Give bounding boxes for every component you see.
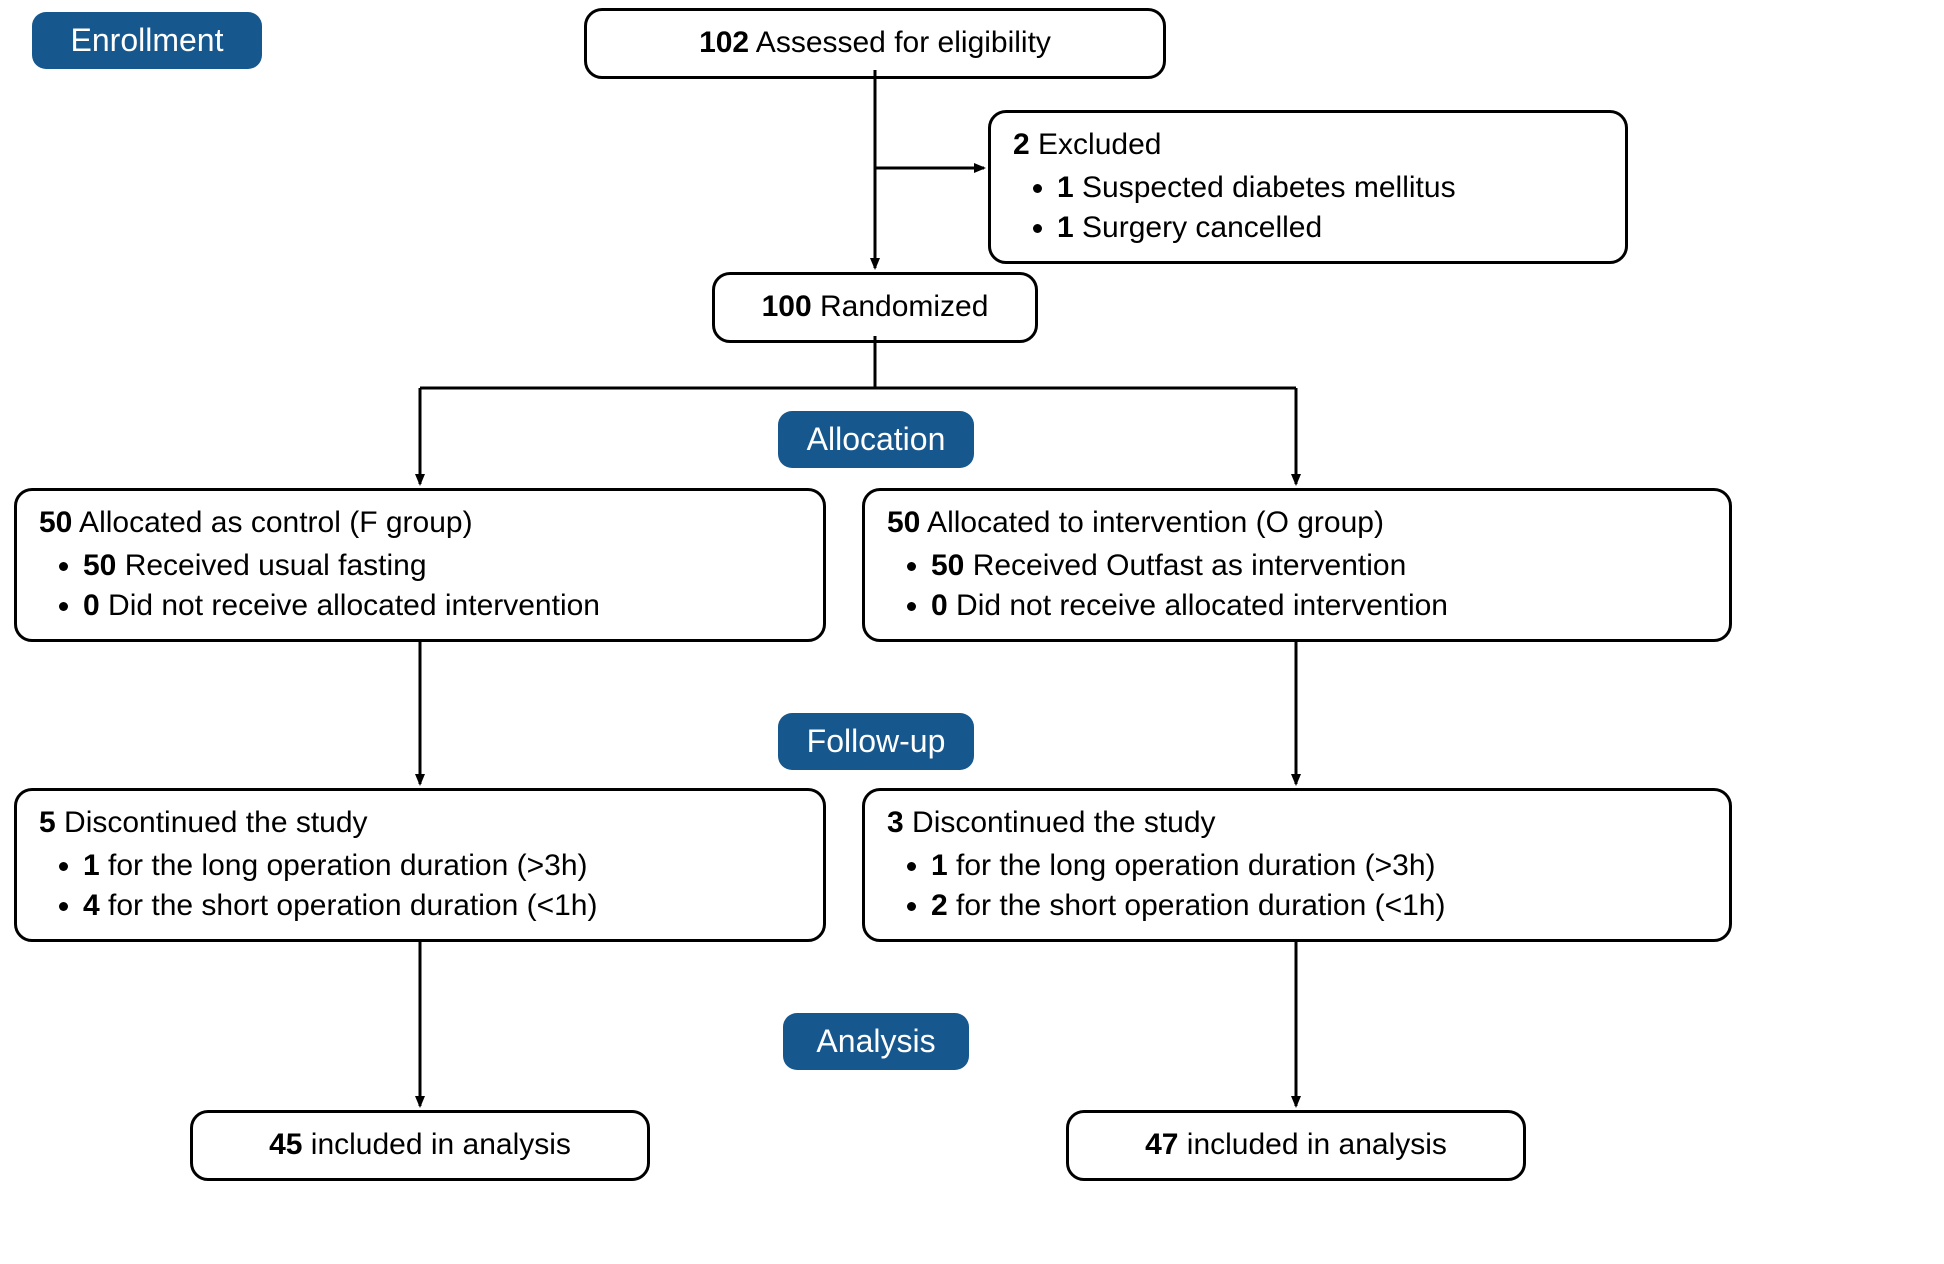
assessed-label: Assessed for eligibility	[749, 26, 1051, 59]
alloc-interv-n: 50	[887, 506, 920, 539]
box-analysis-control: 45 included in analysis	[190, 1110, 650, 1181]
alloc-control-label: Allocated as control (F group)	[72, 506, 472, 539]
assessed-n: 102	[699, 26, 749, 59]
box-alloc-interv: 50 Allocated to intervention (O group) 5…	[862, 488, 1732, 642]
box-excluded: 2 Excluded 1 Suspected diabetes mellitus…	[988, 110, 1628, 264]
box-disc-interv: 3 Discontinued the study 1 for the long …	[862, 788, 1732, 942]
disc-interv-label: Discontinued the study	[904, 806, 1216, 839]
excluded-label: Excluded	[1030, 128, 1162, 161]
randomized-n: 100	[762, 290, 812, 323]
box-analysis-interv: 47 included in analysis	[1066, 1110, 1526, 1181]
excluded-reason-2: 1 Surgery cancelled	[1057, 208, 1603, 249]
box-alloc-control: 50 Allocated as control (F group) 50 Rec…	[14, 488, 826, 642]
analysis-control-n: 45	[269, 1128, 302, 1161]
stage-enrollment: Enrollment	[32, 12, 262, 69]
disc-control-r1: 1 for the long operation duration (>3h)	[83, 846, 801, 887]
alloc-control-r2: 0 Did not receive allocated intervention	[83, 586, 801, 627]
disc-interv-n: 3	[887, 806, 904, 839]
disc-interv-r1: 1 for the long operation duration (>3h)	[931, 846, 1707, 887]
alloc-control-n: 50	[39, 506, 72, 539]
box-disc-control: 5 Discontinued the study 1 for the long …	[14, 788, 826, 942]
alloc-interv-r1: 50 Received Outfast as intervention	[931, 546, 1707, 587]
disc-control-label: Discontinued the study	[56, 806, 368, 839]
randomized-label: Randomized	[812, 290, 989, 323]
stage-allocation: Allocation	[778, 411, 974, 468]
disc-control-n: 5	[39, 806, 56, 839]
analysis-control-label: included in analysis	[302, 1128, 571, 1161]
box-randomized: 100 Randomized	[712, 272, 1038, 343]
disc-interv-r2: 2 for the short operation duration (<1h)	[931, 886, 1707, 927]
analysis-interv-n: 47	[1145, 1128, 1178, 1161]
alloc-interv-label: Allocated to intervention (O group)	[920, 506, 1384, 539]
alloc-interv-r2: 0 Did not receive allocated intervention	[931, 586, 1707, 627]
box-assessed: 102 Assessed for eligibility	[584, 8, 1166, 79]
excluded-reason-1: 1 Suspected diabetes mellitus	[1057, 168, 1603, 209]
analysis-interv-label: included in analysis	[1178, 1128, 1447, 1161]
alloc-control-r1: 50 Received usual fasting	[83, 546, 801, 587]
stage-analysis: Analysis	[783, 1013, 969, 1070]
excluded-n: 2	[1013, 128, 1030, 161]
stage-followup: Follow-up	[778, 713, 974, 770]
disc-control-r2: 4 for the short operation duration (<1h)	[83, 886, 801, 927]
